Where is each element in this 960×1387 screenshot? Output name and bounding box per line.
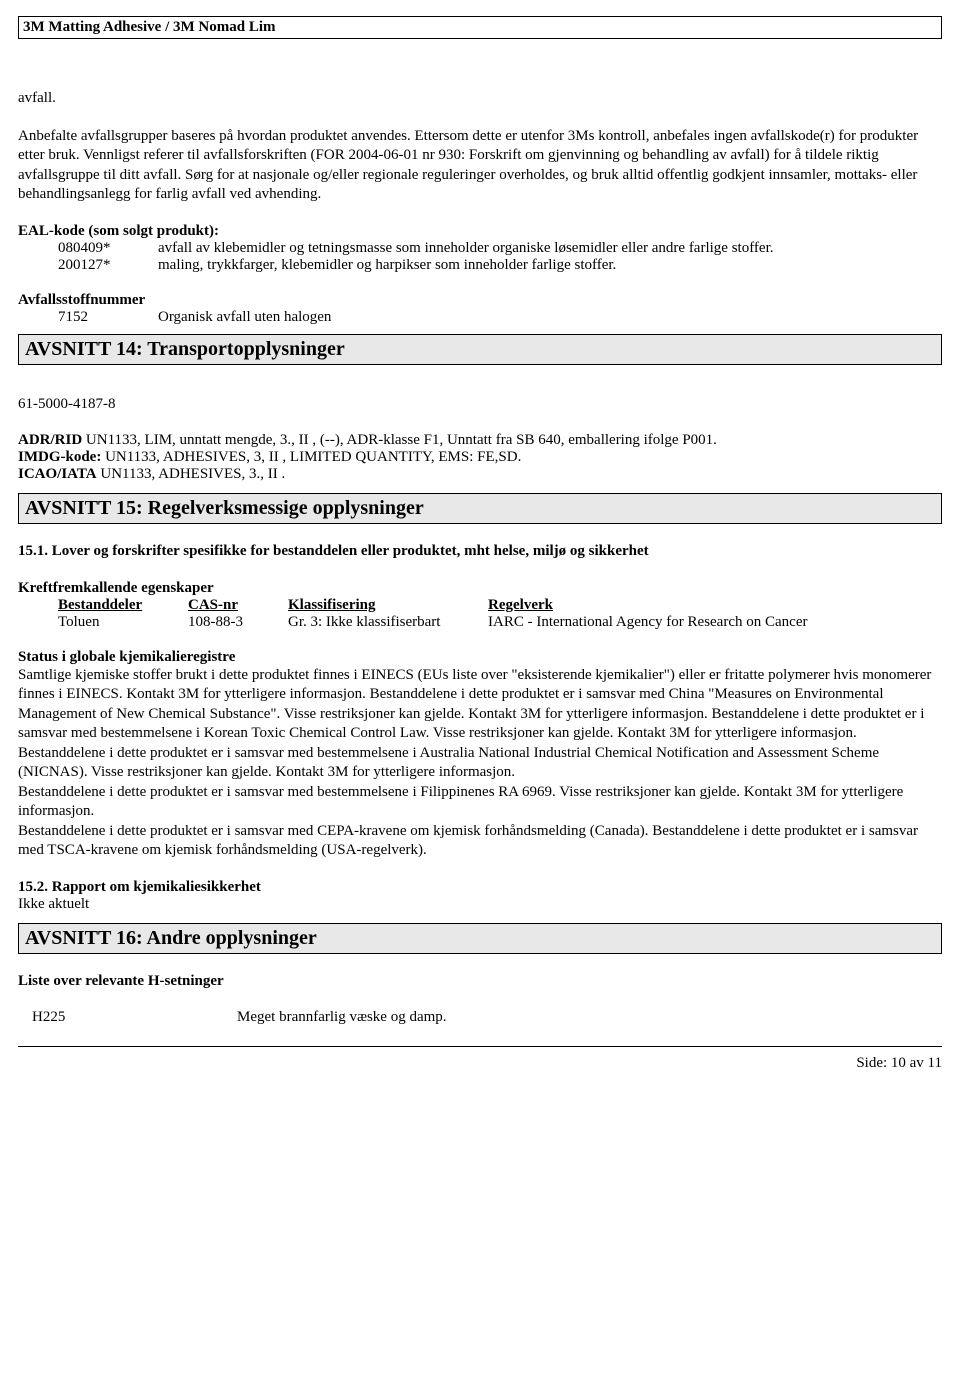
status-p3: Bestanddelene i dette produktet er i sam… [18,784,903,820]
document-title: 3M Matting Adhesive / 3M Nomad Lim [23,19,276,35]
status-heading: Status i globale kjemikalieregistre [18,649,942,666]
avfall-text: Organisk avfall uten halogen [158,309,942,326]
intro-paragraph: Anbefalte avfallsgrupper baseres på hvor… [18,127,942,205]
section-15-2-text: Ikke aktuelt [18,896,942,913]
status-p2: Bestanddelene i dette produktet er i sam… [18,745,879,781]
transport-code: 61-5000-4187-8 [18,395,942,415]
section-14-title: AVSNITT 14: Transportopplysninger [25,338,345,360]
eal-heading: EAL-kode (som solgt produkt): [18,223,942,240]
footer-divider [18,1046,942,1047]
avfall-code: 7152 [58,309,158,326]
th-bestanddeler: Bestanddeler [58,597,188,614]
icao-text: UN1133, ADHESIVES, 3., II . [97,466,286,482]
icao-label: ICAO/IATA [18,466,97,482]
avfall-heading: Avfallsstoffnummer [18,292,942,309]
footer: Side: 10 av 11 [18,1055,942,1072]
document-header-box: 3M Matting Adhesive / 3M Nomad Lim [18,16,942,39]
status-p1: Samtlige kjemiske stoffer brukt i dette … [18,667,931,742]
adr-label: ADR/RID [18,432,82,448]
page-number: Side: 10 av 11 [856,1055,942,1072]
eal-row: 200127* maling, trykkfarger, klebemidler… [58,257,942,274]
eal-code: 080409* [58,240,158,257]
section-14-heading: AVSNITT 14: Transportopplysninger [18,334,942,365]
status-p4: Bestanddelene i dette produktet er i sam… [18,823,918,859]
h-list-heading: Liste over relevante H-setninger [18,972,942,992]
eal-row: 080409* avfall av klebemidler og tetning… [58,240,942,257]
td-casnr: 108-88-3 [188,614,288,631]
section-15-heading: AVSNITT 15: Regelverksmessige opplysning… [18,493,942,524]
h-text: Meget brannfarlig væske og damp. [237,1009,447,1026]
h-statement-row: H225 Meget brannfarlig væske og damp. [18,1009,942,1026]
th-regelverk: Regelverk [488,597,942,614]
imdg-line: IMDG-kode: UN1133, ADHESIVES, 3, II , LI… [18,449,942,466]
table-header-row: Bestanddeler CAS-nr Klassifisering Regel… [18,597,942,614]
table-row: Toluen 108-88-3 Gr. 3: Ikke klassifiserb… [18,614,942,631]
avfall-row: 7152 Organisk avfall uten halogen [58,309,942,326]
eal-text: avfall av klebemidler og tetningsmasse s… [158,240,942,257]
td-klassifisering: Gr. 3: Ikke klassifiserbart [288,614,488,631]
section-16-heading: AVSNITT 16: Andre opplysninger [18,923,942,954]
adr-line: ADR/RID UN1133, LIM, unntatt mengde, 3.,… [18,432,942,449]
th-klassifisering: Klassifisering [288,597,488,614]
th-casnr: CAS-nr [188,597,288,614]
eal-code: 200127* [58,257,158,274]
section-15-title: AVSNITT 15: Regelverksmessige opplysning… [25,497,424,519]
kreft-heading: Kreftfremkallende egenskaper [18,580,942,597]
status-text-block: Samtlige kjemiske stoffer brukt i dette … [18,666,942,861]
eal-text: maling, trykkfarger, klebemidler og harp… [158,257,942,274]
imdg-text: UN1133, ADHESIVES, 3, II , LIMITED QUANT… [101,449,521,465]
intro-word: avfall. [18,89,942,109]
td-bestanddeler: Toluen [58,614,188,631]
section-16-title: AVSNITT 16: Andre opplysninger [25,927,317,949]
td-regelverk: IARC - International Agency for Research… [488,614,942,631]
section-15-1-sub: 15.1. Lover og forskrifter spesifikke fo… [18,542,942,562]
h-code: H225 [32,1009,237,1026]
imdg-label: IMDG-kode: [18,449,101,465]
adr-text: UN1133, LIM, unntatt mengde, 3., II , (-… [82,432,717,448]
icao-line: ICAO/IATA UN1133, ADHESIVES, 3., II . [18,466,942,483]
section-15-2-sub: 15.2. Rapport om kjemikaliesikkerhet [18,879,942,896]
